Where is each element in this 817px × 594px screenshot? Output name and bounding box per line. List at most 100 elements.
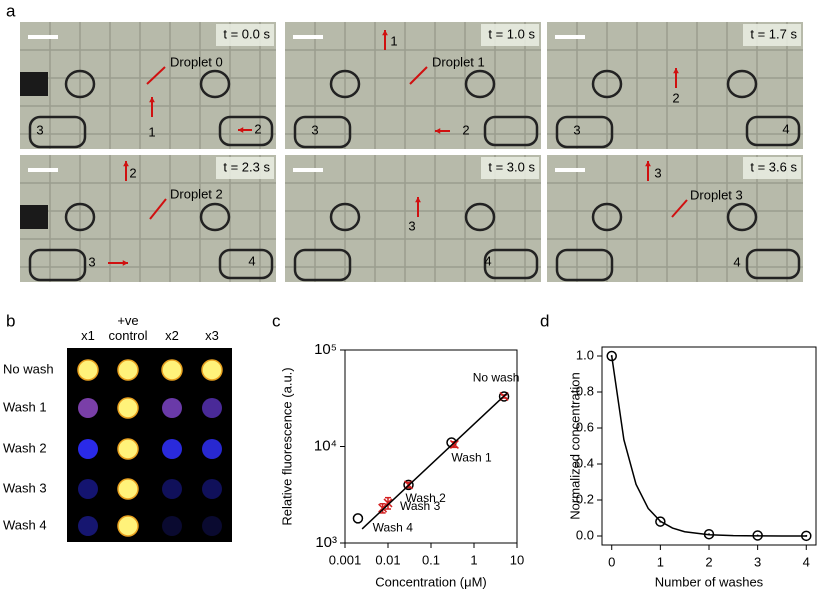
droplet-number: 3 xyxy=(408,218,415,233)
time-box xyxy=(743,157,801,179)
reservoir xyxy=(329,202,361,232)
droplet xyxy=(28,115,87,149)
y-tick-label: 10⁴ xyxy=(314,437,337,454)
spot xyxy=(201,359,223,381)
data-point xyxy=(801,530,812,542)
reservoir xyxy=(464,202,496,232)
panel-label: d xyxy=(540,311,549,330)
data-point xyxy=(378,503,388,513)
droplet xyxy=(745,115,801,147)
x-tick-label: 4 xyxy=(803,554,810,569)
spot xyxy=(77,359,99,381)
dark-electrode xyxy=(20,72,48,96)
x-axis-label: Number of washes xyxy=(655,574,764,589)
x-tick-label: 0.01 xyxy=(375,552,400,567)
time-box xyxy=(743,24,801,46)
time-label: t = 0.0 s xyxy=(223,26,270,41)
point-center xyxy=(805,534,808,537)
droplet xyxy=(218,115,274,147)
spot xyxy=(162,398,182,418)
x-tick-label: 0.001 xyxy=(329,552,362,567)
y-tick-label: 10⁵ xyxy=(314,341,337,358)
droplet-number: 3 xyxy=(654,165,661,180)
fit-line xyxy=(361,392,508,530)
spot xyxy=(78,439,98,459)
arrow-head xyxy=(149,97,155,103)
spot xyxy=(117,515,139,537)
x-tick-label: 1 xyxy=(470,552,477,567)
spot xyxy=(162,439,182,459)
droplet xyxy=(483,115,539,147)
droplet xyxy=(745,248,801,280)
panel-label: a xyxy=(6,1,16,20)
droplet-number: 2 xyxy=(129,165,136,180)
y-tick-label: 0.8 xyxy=(576,383,594,398)
fit-line xyxy=(610,355,807,537)
arrow-head xyxy=(122,260,128,266)
reservoir xyxy=(329,69,361,99)
x-tick-label: 0.1 xyxy=(422,552,440,567)
droplet-number: 3 xyxy=(311,122,318,137)
arrow-head xyxy=(123,161,129,167)
data-point xyxy=(703,528,715,540)
arrow-head xyxy=(238,127,244,133)
scale-bar xyxy=(555,35,585,39)
y-axis-label: Normalized concentration xyxy=(567,372,582,519)
reservoir xyxy=(464,69,496,99)
arrow-head xyxy=(415,197,421,203)
video-frame: t = 3.6 s 3 Droplet 3 4 xyxy=(547,155,803,282)
time-box xyxy=(216,157,274,179)
panel-label: b xyxy=(6,311,15,330)
droplet-number: 3 xyxy=(573,122,580,137)
point-label: Wash 2 xyxy=(406,491,447,505)
droplet-label: Droplet 3 xyxy=(690,187,743,202)
droplet xyxy=(555,248,614,282)
time-label: t = 3.0 s xyxy=(488,159,535,174)
video-frame: t = 1.7 s 2 3 4 xyxy=(547,22,803,149)
row-label: Wash 4 xyxy=(3,517,47,532)
reservoir xyxy=(591,202,623,232)
droplet-number: 1 xyxy=(148,124,155,139)
spot xyxy=(202,398,222,418)
x-tick-label: 10 xyxy=(510,552,524,567)
point-label: Wash 3 xyxy=(400,499,441,513)
spot xyxy=(202,516,222,536)
spot xyxy=(162,516,182,536)
point-label: Wash 1 xyxy=(451,451,492,465)
arrow-head xyxy=(673,68,679,74)
reservoir xyxy=(64,69,96,99)
droplet-number: 2 xyxy=(672,90,679,105)
y-axis-label: Relative fluorescence (a.u.) xyxy=(279,367,294,525)
reservoir xyxy=(726,202,758,232)
column-label: x3 xyxy=(205,328,219,343)
row-label: No wash xyxy=(3,361,54,376)
time-label: t = 3.6 s xyxy=(750,159,797,174)
plot-frame xyxy=(601,346,817,546)
point-center xyxy=(610,355,613,357)
point-center xyxy=(708,533,710,536)
spot xyxy=(202,439,222,459)
leader-line xyxy=(409,66,428,85)
x-axis-label: Concentration (μM) xyxy=(375,574,487,589)
data-point xyxy=(498,391,510,402)
y-tick-label: 10³ xyxy=(315,534,337,551)
video-frame: t = 2.3 s 2 Droplet 2 3 4 xyxy=(20,155,276,282)
x-tick-label: 3 xyxy=(754,554,761,569)
spot xyxy=(78,479,98,499)
droplet xyxy=(218,248,274,280)
x-tick-label: 2 xyxy=(705,554,712,569)
reservoir xyxy=(591,69,623,99)
arrow-head xyxy=(382,30,388,36)
column-label: x2 xyxy=(165,328,179,343)
row-label: Wash 2 xyxy=(3,440,47,455)
cross-arm xyxy=(378,503,388,513)
droplet-number: 4 xyxy=(782,121,789,136)
droplet-label: Droplet 1 xyxy=(432,54,485,69)
data-point xyxy=(606,350,617,362)
cross-arm xyxy=(449,439,459,449)
video-frame: t = 1.0 s 1 Droplet 1 3 2 xyxy=(285,22,541,149)
time-label: t = 2.3 s xyxy=(223,159,270,174)
reservoir xyxy=(726,69,758,99)
reservoir xyxy=(64,202,96,232)
